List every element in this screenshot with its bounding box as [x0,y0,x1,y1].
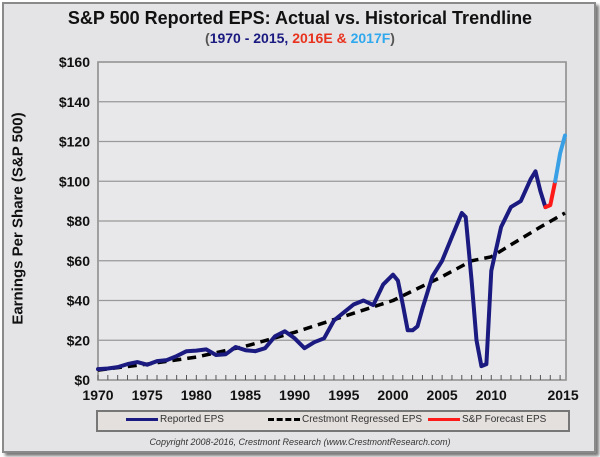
x-tick-label: 1975 [132,387,163,403]
y-tick-label: $20 [67,332,91,348]
x-tick-label: 2015 [547,387,578,403]
series-line-2017f [553,133,567,184]
subtitle-2017f: 2017F [350,30,391,46]
y-tick-label: $0 [74,372,90,388]
legend-item-forecast: S&P Forecast EPS [428,414,546,425]
subtitle-paren: ( [205,30,210,46]
series-line-reported-eps [96,169,548,372]
legend-item-reported: Reported EPS [126,414,224,425]
legend-label: Crestmont Regressed EPS [302,414,423,425]
legend-label: S&P Forecast EPS [462,414,547,425]
legend-label: Reported EPS [160,414,224,425]
chart-subtitle: (1970 - 2015, 2016E & 2017F) [0,30,600,46]
x-tick-label: 1995 [328,387,359,403]
y-tick-label: $40 [67,293,91,309]
y-tick-label: $160 [59,54,90,70]
y-tick-label: $120 [59,134,90,150]
legend-item-crestmont: Crestmont Regressed EPS [268,414,422,425]
x-tick-label: 1980 [181,387,212,403]
series-line-crestmont-regressed-eps [97,211,566,372]
x-tick-label: 1985 [230,387,261,403]
copyright: Copyright 2008-2016, Crestmont Research … [149,437,451,447]
subtitle-range: 1970 - 2015, [209,30,289,46]
y-tick-label: $80 [67,213,91,229]
legend: Reported EPS Crestmont Regressed EPS S&P… [96,410,570,432]
legend-swatch [428,418,460,421]
x-tick-label: 2005 [427,387,458,403]
y-tick-label: $140 [59,94,90,110]
y-tick-label: $60 [67,253,91,269]
y-tick-label: $100 [59,173,90,189]
series-line-s-p-forecast-eps [543,179,558,210]
x-tick-label: 2010 [476,387,507,403]
legend-swatch [126,418,158,421]
x-tick-label: 1970 [82,387,113,403]
subtitle-2016e: 2016E [292,30,333,46]
subtitle-paren-close: ) [390,30,395,46]
x-tick-label: 2000 [377,387,408,403]
subtitle-amp: & [336,30,347,46]
x-tick-label: 1990 [279,387,310,403]
legend-swatch [268,418,300,421]
chart-title: S&P 500 Reported EPS: Actual vs. Histori… [67,8,533,28]
